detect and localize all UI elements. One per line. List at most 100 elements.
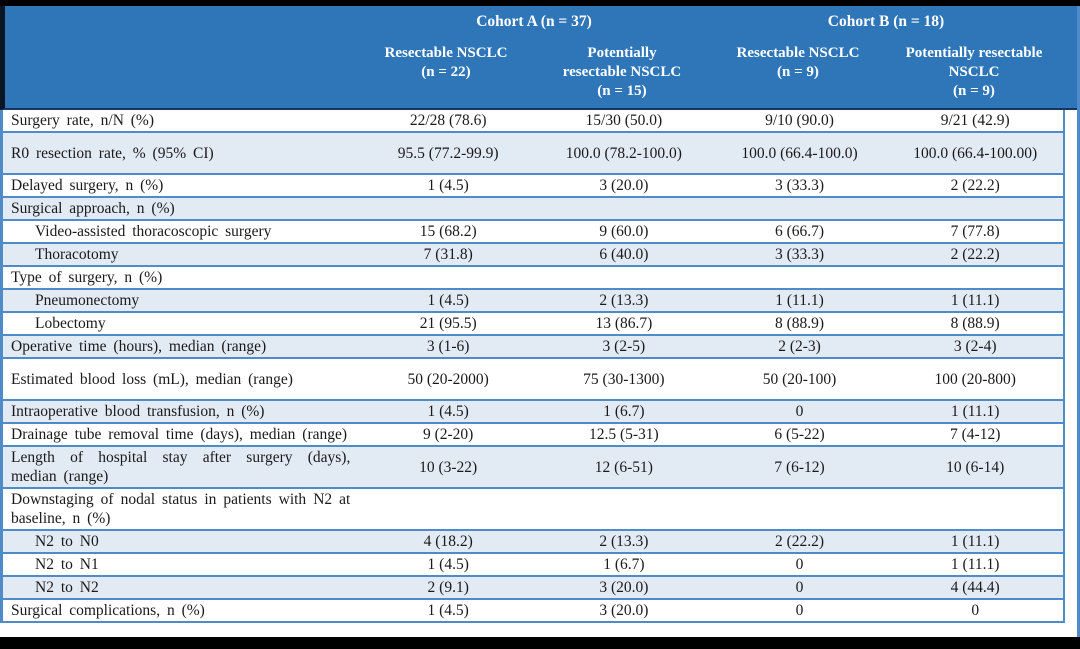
cell-value: 50 (20-100) [762,370,837,388]
table-row: N2 to N1 1 (4.5) 1 (6.7) 0 1 (11.1) [3,554,1065,577]
row-label: Type of surgery, n (%) [11,269,163,286]
column-header-line: Potentially [587,45,657,61]
column-header-line: resectable NSCLC [562,64,682,80]
table-row: R0 resection rate, % (95% CI) 95.5 (77.2… [3,133,1065,175]
cell-value: 9/21 (42.9) [940,112,1010,129]
table-row: Intraoperative blood transfusion, n (%) … [3,401,1065,424]
column-header-resectable-a: Resectable NSCLC (n = 22) [358,44,534,101]
table-row: Video-assisted thoracoscopic surgery 15 … [3,221,1065,244]
cell-value [536,508,712,510]
cell-value: 6 (5-22) [774,426,825,443]
table-header: Cohort A (n = 37) Cohort B (n = 18) Rese… [0,6,1077,110]
cell-value: 1 (11.1) [950,556,1000,573]
column-header-line: NSCLC [948,64,1000,80]
cohort-header-a: Cohort A (n = 37) [476,13,592,30]
cell-value: 100.0 (66.4-100.00) [913,144,1038,162]
cell-value: 2 (9.1) [427,579,469,596]
row-label: Surgical complications, n (%) [11,602,205,619]
column-header-n: (n = 22) [421,64,471,80]
table-row: Surgical approach, n (%) [3,198,1065,221]
cell-value: 8 (88.9) [950,315,1000,332]
cell-value: 4 (18.2) [423,533,473,550]
cell-value: 2 (22.2) [774,533,825,550]
cell-value: 50 (20-2000) [407,370,489,388]
cell-value: 7 (6-12) [774,458,825,476]
row-label: N2 to N2 [35,579,99,596]
row-label: Lobectomy [35,315,106,332]
row-label: Pneumonectomy [35,292,140,309]
cell-value: 100.0 (66.4-100.0) [741,144,858,162]
cell-value: 15 (68.2) [419,223,477,240]
cell-value: 0 [795,403,804,420]
cell-value: 1 (11.1) [950,403,1000,420]
cell-value: 1 (4.5) [427,556,469,573]
row-label: Drainage tube removal time (days), media… [11,426,348,443]
cell-value: 10 (6-14) [946,458,1005,476]
cell-value: 3 (20.0) [599,579,649,596]
cell-value [360,208,536,210]
table-row: Estimated blood loss (mL), median (range… [3,359,1065,401]
cell-value: 0 [795,602,804,619]
column-header-resectable-b: Resectable NSCLC (n = 9) [710,44,886,101]
cell-value: 7 (31.8) [423,246,473,263]
cell-value: 12.5 (5-31) [588,426,659,443]
row-label: N2 to N1 [35,556,99,573]
table-body: Surgery rate, n/N (%) 22/28 (78.6) 15/30… [0,110,1065,623]
cell-value: 12 (6-51) [594,458,653,476]
cell-value: 2 (13.3) [599,533,649,550]
table-row: N2 to N2 2 (9.1) 3 (20.0) 0 4 (44.4) [3,577,1065,600]
cell-value: 1 (4.5) [427,602,469,619]
row-label: Surgery rate, n/N (%) [11,112,155,129]
cell-value: 1 (11.1) [950,533,1000,550]
table-row: Operative time (hours), median (range) 3… [3,336,1065,359]
row-label: N2 to N0 [35,533,99,550]
cell-value: 6 (40.0) [599,246,649,263]
row-label: Thoracotomy [35,246,119,263]
cell-value: 9/10 (90.0) [765,112,834,129]
cell-value: 8 (88.9) [774,315,825,332]
column-header-n: (n = 15) [597,83,647,99]
cell-value: 1 (4.5) [427,177,469,194]
column-header-potentially-resectable-b: Potentially resectable NSCLC (n = 9) [886,44,1062,101]
cell-value [536,277,712,279]
cell-value: 21 (95.5) [419,315,477,332]
column-header-line: Resectable NSCLC [384,45,508,61]
row-label: Surgical approach, n (%) [11,200,175,217]
column-header-line: Potentially resectable [905,45,1043,61]
cell-value: 3 (33.3) [774,177,825,194]
column-header-n: (n = 9) [777,64,819,80]
cell-value: 3 (1-6) [426,338,470,355]
row-label: Delayed surgery, n (%) [11,177,164,194]
cell-value [887,277,1063,279]
column-header-line: Resectable NSCLC [736,45,860,61]
cell-value [712,277,888,279]
cell-value: 2 (22.2) [950,177,1000,194]
cell-value: 2 (13.3) [599,292,649,309]
row-label: Video-assisted thoracoscopic surgery [35,223,272,240]
cell-value: 1 (4.5) [427,403,469,420]
cohort-header-row: Cohort A (n = 37) Cohort B (n = 18) [5,6,1077,31]
cell-value: 15/30 (50.0) [585,112,663,129]
cell-value: 100.0 (78.2-100.0) [565,144,682,162]
cell-value: 22/28 (78.6) [409,112,487,129]
cell-value: 0 [795,556,804,573]
cell-value: 7 (4-12) [950,426,1001,443]
header-spacer [5,44,358,101]
cell-value: 1 (4.5) [427,292,469,309]
page: Cohort A (n = 37) Cohort B (n = 18) Rese… [0,6,1080,637]
table-row: Downstaging of nodal status in patients … [3,489,1065,531]
row-label: Downstaging of nodal status in patients … [11,491,351,527]
column-header-n: (n = 9) [953,83,995,99]
row-label: Intraoperative blood transfusion, n (%) [11,403,265,420]
column-header-row: Resectable NSCLC (n = 22) Potentially re… [5,31,1077,101]
cell-value: 1 (6.7) [603,403,645,420]
row-label: Estimated blood loss (mL), median (range… [11,370,293,388]
cohort-header-b: Cohort B (n = 18) [827,13,945,30]
cell-value [712,208,888,210]
cell-value: 100 (20-800) [934,370,1016,388]
cell-value: 1 (6.7) [603,556,645,573]
table-row: N2 to N0 4 (18.2) 2 (13.3) 2 (22.2) 1 (1… [3,531,1065,554]
cell-value: 6 (66.7) [774,223,825,240]
cell-value: 9 (60.0) [599,223,649,240]
